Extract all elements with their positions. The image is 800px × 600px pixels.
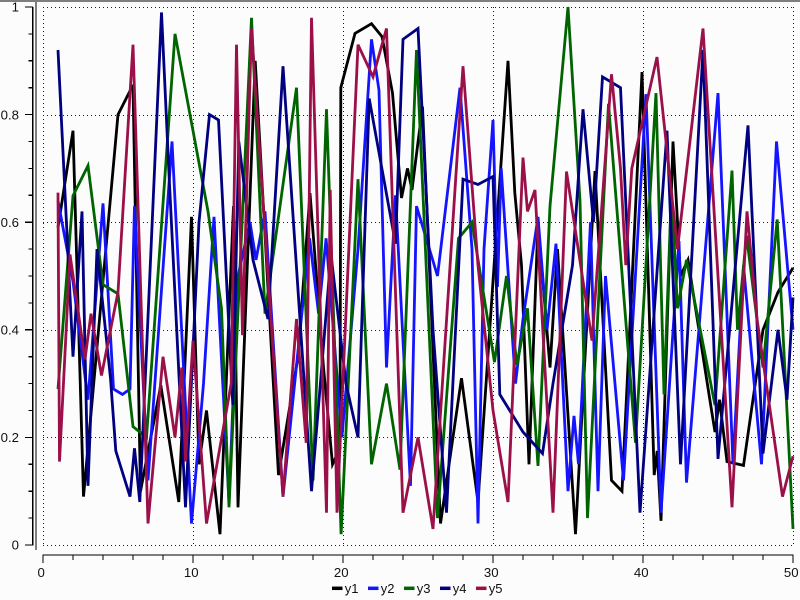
svg-text:50: 50 xyxy=(784,565,799,580)
svg-text:y5: y5 xyxy=(489,581,503,596)
svg-text:y1: y1 xyxy=(345,581,359,596)
svg-text:40: 40 xyxy=(634,565,649,580)
svg-text:0: 0 xyxy=(12,538,19,553)
svg-text:0.8: 0.8 xyxy=(1,107,19,122)
svg-text:10: 10 xyxy=(184,565,199,580)
svg-text:1: 1 xyxy=(12,0,19,15)
svg-text:y2: y2 xyxy=(381,581,395,596)
svg-text:20: 20 xyxy=(334,565,349,580)
svg-text:30: 30 xyxy=(484,565,499,580)
svg-text:y3: y3 xyxy=(417,581,431,596)
svg-text:y4: y4 xyxy=(453,581,467,596)
svg-text:0.6: 0.6 xyxy=(1,215,19,230)
svg-text:0: 0 xyxy=(38,565,45,580)
svg-text:0.4: 0.4 xyxy=(1,323,19,338)
svg-text:0.2: 0.2 xyxy=(1,430,19,445)
